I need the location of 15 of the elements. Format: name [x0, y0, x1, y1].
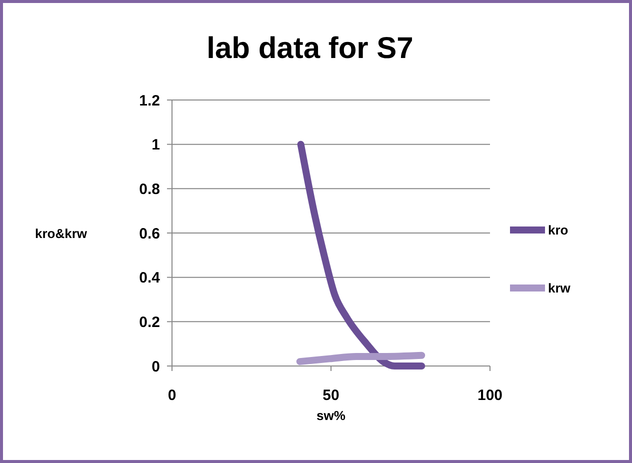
- y-axis-title: kro&krw: [35, 226, 88, 241]
- y-tick-label: 0.8: [139, 180, 160, 198]
- x-tick-label: 0: [168, 387, 176, 404]
- y-tick-label: 0: [152, 358, 160, 376]
- x-tick-label: 100: [477, 387, 503, 404]
- chart-title: lab data for S7: [206, 32, 414, 65]
- y-tick-label: 0.4: [139, 270, 161, 287]
- y-tick-label: 0.2: [139, 314, 160, 331]
- y-tick-label: 1: [152, 136, 160, 154]
- legend-label: kro: [548, 222, 568, 238]
- y-tick-label: 1.2: [139, 92, 160, 110]
- x-axis-title: sw%: [316, 408, 346, 423]
- x-tick-label: 50: [322, 387, 340, 404]
- y-tick-label: 0.6: [139, 225, 160, 242]
- legend-label: krw: [548, 280, 572, 296]
